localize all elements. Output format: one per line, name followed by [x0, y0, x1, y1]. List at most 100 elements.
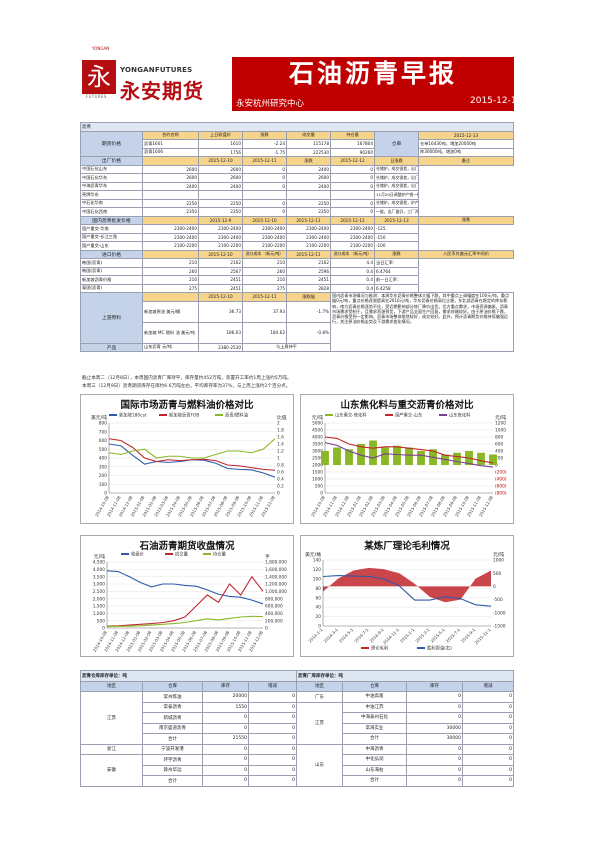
- y-tick-label: 4000: [312, 435, 323, 441]
- table-cell: 2162: [198, 258, 243, 268]
- chart-asphalt-fueloil: 国际市场沥青与燃料油价格对比 美元/吨 比值 800 700 600 500 400 300 2…: [80, 394, 294, 524]
- table-cell: 中国石化西南: [80, 207, 143, 217]
- table-row: 韩国(沥青) 210 2162 210 2162 4.4 当日汇率：: [80, 258, 514, 268]
- y-tick-label: 3500: [312, 442, 323, 448]
- col-header: 上日收盘价: [198, 130, 243, 140]
- table-cell: 合计: [142, 775, 203, 787]
- y2-tick-label: 0.6: [277, 470, 284, 476]
- y-tick-label: 400: [99, 456, 107, 462]
- table-cell: 2400: [142, 181, 199, 191]
- legend-label: 国产重交-山东: [395, 412, 423, 419]
- ex-factory-rows: 中国石化山东26002600024000仓储炉，成交很差，出厂量2000吨中国石…: [80, 164, 514, 217]
- product-compare: 与上周持平: [242, 342, 331, 352]
- company-logo-mark: 永: [82, 60, 116, 94]
- col-header: 合约名称: [142, 130, 199, 140]
- y2-axis-label: 元/吨: [495, 414, 506, 421]
- table-cell: 2300-2400: [198, 232, 243, 242]
- y2-tick-label: 1,400,000: [265, 574, 287, 580]
- weekly-notes: 截止本周二（12月8日），本周国内沥青厂库持平，库存量约452万吨，装置开工率约…: [82, 375, 512, 391]
- table-cell: 新加坡原油 美元/桶: [142, 300, 199, 323]
- table-cell: 韩国(沥青): [80, 258, 143, 268]
- bar-0: [417, 451, 425, 465]
- table-cell: 11月20日调整炉产销一律以成交: [374, 190, 419, 200]
- x-tick-label: 2014-3-1: [323, 627, 340, 644]
- col-header: 2015-12-10: [198, 292, 243, 302]
- y-tick-label: 300: [99, 464, 107, 470]
- chart-title: 某炼厂理论毛利情况: [364, 541, 450, 552]
- table-row: 新加坡沥青价格 210 2451 210 2451 0.4 前一日汇率：: [80, 275, 514, 285]
- product-name: 山东沥青 元/吨: [142, 342, 199, 352]
- legend-label: 新加坡沥青FOB: [169, 412, 199, 419]
- y-tick-label: 200: [99, 473, 107, 479]
- col-header: 增减: [462, 680, 514, 692]
- logo-small-text: YONGAN: [92, 46, 110, 51]
- note-line: 截止本周二（12月8日），本周国内沥青厂库持平，库存量约452万吨，装置开工率约…: [82, 376, 292, 381]
- table-cell: 中国石化华东: [80, 173, 143, 183]
- domestic-rows: 国产重交-华南 2300-2400 2300-2400 2300-2400 2300-2…: [80, 224, 514, 251]
- table-cell: 0.4: [330, 283, 375, 293]
- y2-tick-label: 1: [277, 456, 280, 462]
- table-cell: 37.93: [242, 300, 287, 323]
- table-cell: 合计: [342, 775, 407, 787]
- inventory-rows: 江苏 常州炼油 20000 0 广东 中油高富 0 0 常泰沥青 1550 0 江苏 中油江苏 0 0 新城沥…: [80, 691, 514, 787]
- section-import: 进口价格: [80, 249, 143, 259]
- x-tick-label: 2014-5-1: [338, 627, 355, 644]
- section-product: 产品: [80, 342, 143, 352]
- y-tick-label: 0: [320, 491, 323, 497]
- table-cell: 1756: [198, 147, 243, 157]
- y2-tick-label: (800): [495, 491, 507, 497]
- table-cell: 韩国(沥青): [80, 266, 143, 276]
- table-cell: 江苏: [296, 701, 343, 745]
- col-header: 仓库: [342, 680, 407, 692]
- y2-tick-label: (600): [495, 484, 507, 490]
- table-cell: 国产重交-长江三角: [80, 232, 143, 242]
- table-row: 国产重交-山东 2100-2200 2100-2200 2100-2200 2100-2…: [80, 241, 514, 251]
- table-cell: 0: [406, 775, 463, 787]
- table-cell: [330, 190, 375, 200]
- y-tick-label: 60: [316, 595, 322, 601]
- company-name-cn: 永安期货: [120, 79, 204, 103]
- stock-label: 仓单: [374, 130, 419, 157]
- table-cell: 0: [330, 173, 375, 183]
- table-cell: 2451: [286, 275, 331, 285]
- table-cell: 山东海右: [342, 764, 407, 776]
- table-cell: 常泰沥青: [142, 701, 203, 713]
- chart-title: 国际市场沥青与燃料油价格对比: [120, 400, 254, 411]
- legend-label: 成交量: [175, 551, 189, 558]
- col-header: 涨跌: [374, 249, 419, 259]
- table-cell: 2100-2200: [198, 241, 243, 251]
- table-cell: 30000: [406, 733, 463, 745]
- section-upstream: 上游原料: [80, 292, 143, 344]
- report-title: 石油沥青早报: [288, 59, 457, 88]
- y-tick-label: 0: [102, 626, 105, 632]
- table-cell: 仓储炉，成交很差，炉产销售低稳: [374, 198, 419, 208]
- y2-tick-label: 1,800,000: [265, 560, 287, 566]
- table-cell: 275: [242, 283, 287, 293]
- table-cell: 沥青1601: [142, 139, 199, 149]
- y-tick-label: 1500: [312, 470, 323, 476]
- stock-line: 库30000吨，增加0吨: [418, 147, 514, 157]
- table-cell: 2300-2400: [286, 224, 331, 234]
- y2-axis-label: 元/吨: [493, 551, 504, 558]
- table-cell: -1.7%: [286, 300, 331, 323]
- y-tick-label: 4,500: [93, 560, 106, 566]
- x-tick-label: 2015-5-1: [430, 627, 447, 644]
- table-cell: 滁州华远: [142, 764, 203, 776]
- table-cell: 0: [406, 701, 463, 713]
- bar-0: [321, 451, 329, 465]
- bar-0: [489, 454, 497, 465]
- col-header: 涨跌: [418, 215, 514, 225]
- y2-axis-label: 手: [265, 553, 270, 560]
- department-name: 永安杭州研究中心: [236, 99, 305, 109]
- col-header: 2015-12-10: [242, 215, 287, 225]
- table-cell: 常州炼油: [142, 691, 203, 703]
- table-cell: 0: [406, 691, 463, 703]
- legend-label: 收盘价: [131, 551, 145, 558]
- table-cell: [142, 190, 199, 200]
- y2-tick-label: 400: [495, 449, 503, 455]
- y2-tick-label: 0: [493, 584, 496, 590]
- col-header: 地区: [80, 680, 143, 692]
- table-cell: 167804: [330, 139, 375, 149]
- bar-0: [453, 452, 461, 465]
- table-cell: 山东: [296, 743, 343, 787]
